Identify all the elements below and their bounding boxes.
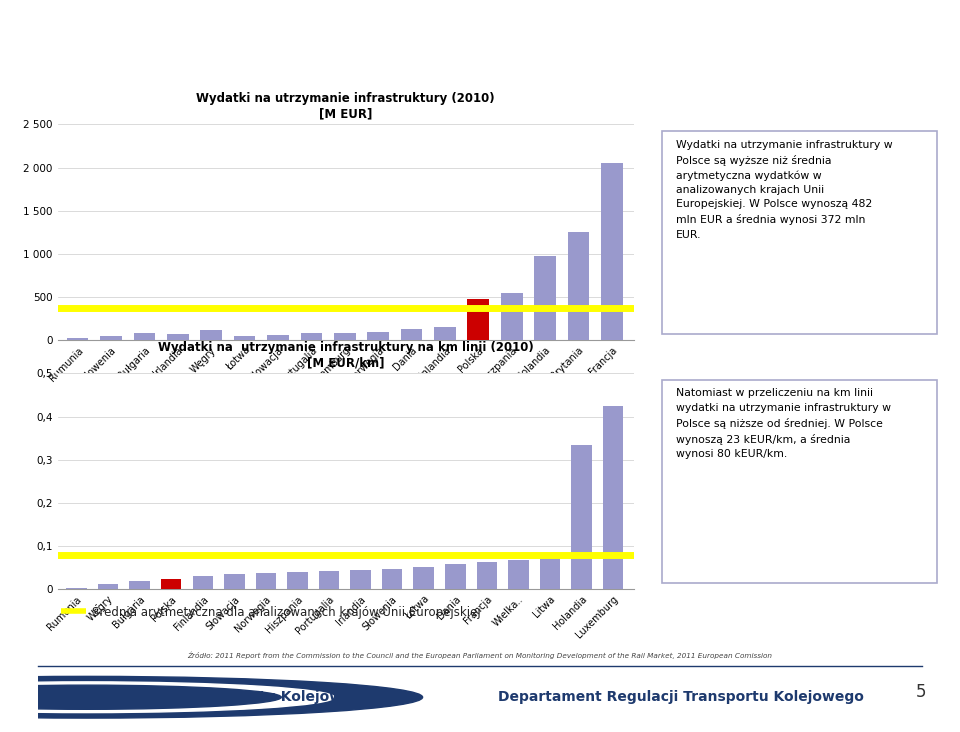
Bar: [468, 299, 490, 340]
Bar: [350, 569, 371, 589]
Bar: [368, 332, 389, 340]
Text: Wydatki na utrzymanie infrastruktury w wybranych: Wydatki na utrzymanie infrastruktury w w…: [19, 26, 587, 45]
Bar: [567, 231, 589, 340]
Title: Wydatki na  utrzymanie infrastruktury na km linii (2010)
[M EUR/km]: Wydatki na utrzymanie infrastruktury na …: [157, 341, 534, 370]
Circle shape: [0, 682, 334, 713]
Bar: [334, 334, 355, 340]
Bar: [193, 576, 213, 589]
Bar: [535, 255, 556, 340]
Bar: [287, 572, 308, 589]
Bar: [382, 569, 402, 589]
Bar: [400, 329, 422, 340]
Circle shape: [0, 676, 422, 718]
Bar: [67, 337, 88, 340]
Text: Źródło: 2011 Report from the Commission to the Council and the European Parliame: Źródło: 2011 Report from the Commission …: [187, 651, 773, 659]
Bar: [540, 558, 561, 589]
Bar: [601, 163, 623, 340]
Bar: [161, 579, 181, 589]
Bar: [255, 573, 276, 589]
Bar: [133, 334, 156, 340]
Bar: [130, 580, 150, 589]
Bar: [476, 562, 497, 589]
Bar: [319, 571, 339, 589]
Bar: [445, 564, 466, 589]
Text: Wydatki na utrzymanie infrastruktury w
Polsce są wyższe niż średnia
arytmetyczna: Wydatki na utrzymanie infrastruktury w P…: [676, 140, 893, 240]
Bar: [233, 336, 255, 340]
Bar: [508, 560, 529, 589]
Bar: [267, 335, 289, 340]
Text: Natomiast w przeliczeniu na km linii
wydatki na utrzymanie infrastruktury w
Pols: Natomiast w przeliczeniu na km linii wyd…: [676, 389, 891, 459]
Text: Urząd Transportu Kolejowego: Urząd Transportu Kolejowego: [140, 690, 372, 704]
Bar: [100, 336, 122, 340]
Bar: [501, 293, 522, 340]
Text: Średnia arytmetyczna dla analizowanych krajów Unii Europejskiej: Średnia arytmetyczna dla analizowanych k…: [92, 604, 481, 619]
Bar: [571, 444, 591, 589]
Bar: [224, 574, 245, 589]
Bar: [603, 406, 623, 589]
Bar: [201, 330, 222, 340]
Bar: [414, 567, 434, 589]
Text: państwach UE: państwach UE: [19, 67, 174, 86]
Title: Wydatki na utrzymanie infrastruktury (2010)
[M EUR]: Wydatki na utrzymanie infrastruktury (20…: [196, 92, 495, 121]
Bar: [66, 588, 86, 589]
Bar: [98, 584, 118, 589]
Bar: [167, 335, 189, 340]
Text: 5: 5: [916, 683, 926, 701]
Bar: [434, 327, 456, 340]
Text: Departament Regulacji Transportu Kolejowego: Departament Regulacji Transportu Kolejow…: [497, 690, 864, 704]
Bar: [300, 332, 323, 340]
Circle shape: [0, 685, 281, 709]
